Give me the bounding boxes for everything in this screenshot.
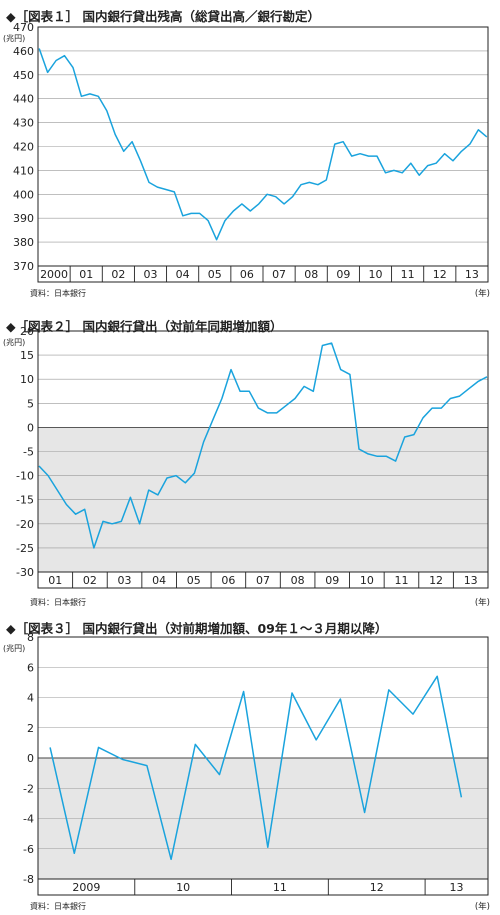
chart3-year-unit: (年) bbox=[474, 902, 490, 912]
y-tick-label: 470 bbox=[13, 21, 34, 34]
y-tick-label: 430 bbox=[13, 117, 34, 130]
chart2-year-unit: (年) bbox=[474, 598, 490, 608]
x-axis-band bbox=[37, 571, 489, 589]
x-tick-label: 13 bbox=[465, 268, 479, 281]
y-tick-label: 8 bbox=[27, 631, 34, 644]
x-tick-label: 2009 bbox=[72, 881, 100, 894]
x-tick-label: 10 bbox=[176, 881, 190, 894]
x-tick-label: 06 bbox=[221, 574, 235, 587]
x-tick-label: 11 bbox=[273, 881, 287, 894]
x-tick-label: 13 bbox=[464, 574, 478, 587]
y-tick-label: 4 bbox=[27, 692, 34, 705]
series-line bbox=[49, 675, 463, 861]
y-tick-label: 10 bbox=[20, 373, 34, 386]
y-tick-label: -20 bbox=[16, 518, 34, 531]
x-tick-label: 2000 bbox=[40, 268, 68, 281]
y-tick-label: 390 bbox=[13, 212, 34, 225]
x-tick-label: 04 bbox=[176, 268, 190, 281]
x-tick-label: 02 bbox=[83, 574, 97, 587]
y-tick-label: 2 bbox=[27, 722, 34, 735]
chart2-source: 資料：日本銀行 bbox=[30, 598, 86, 607]
y-tick-label: 410 bbox=[13, 164, 34, 177]
x-tick-label: 03 bbox=[144, 268, 158, 281]
x-tick-label: 05 bbox=[208, 268, 222, 281]
y-tick-label: 440 bbox=[13, 93, 34, 106]
y-tick-label: 20 bbox=[20, 325, 34, 338]
x-tick-label: 11 bbox=[394, 574, 408, 587]
series-line bbox=[38, 48, 488, 241]
y-tick-label: 400 bbox=[13, 188, 34, 201]
x-tick-label: 09 bbox=[336, 268, 350, 281]
y-tick-label: 15 bbox=[20, 349, 34, 362]
y-tick-label: 370 bbox=[13, 260, 34, 273]
y-tick-label: 6 bbox=[27, 661, 34, 674]
x-tick-label: 05 bbox=[187, 574, 201, 587]
chart1-source: 資料：日本銀行 bbox=[30, 289, 86, 298]
x-tick-label: 02 bbox=[111, 268, 125, 281]
chart3-title: ◆［図表３］ 国内銀行貸出（対前期増加額、09年１〜３月期以降） bbox=[6, 621, 388, 636]
y-tick-label: 460 bbox=[13, 45, 34, 58]
y-unit-label: (兆円) bbox=[3, 643, 25, 653]
y-tick-label: -25 bbox=[16, 542, 34, 555]
x-tick-label: 11 bbox=[401, 268, 415, 281]
y-tick-label: 450 bbox=[13, 69, 34, 82]
y-tick-label: -2 bbox=[23, 782, 34, 795]
chart3-source: 資料：日本銀行 bbox=[30, 902, 86, 911]
y-unit-label: (兆円) bbox=[3, 337, 25, 347]
x-tick-label: 07 bbox=[272, 268, 286, 281]
x-tick-label: 01 bbox=[79, 268, 93, 281]
x-tick-label: 07 bbox=[256, 574, 270, 587]
y-tick-label: -5 bbox=[23, 446, 34, 459]
x-tick-label: 04 bbox=[152, 574, 166, 587]
y-tick-label: 420 bbox=[13, 141, 34, 154]
series-line bbox=[38, 342, 488, 549]
chart2-title: ◆［図表２］ 国内銀行貸出（対前年同期増加額） bbox=[6, 319, 283, 334]
y-tick-label: 0 bbox=[27, 752, 34, 765]
x-axis-band bbox=[37, 878, 489, 896]
chart1-year-unit: (年) bbox=[474, 289, 490, 299]
chart1-title: ◆［図表１］ 国内銀行貸出残高（総貸出高／銀行勘定） bbox=[6, 9, 320, 24]
x-tick-label: 12 bbox=[370, 881, 384, 894]
y-tick-label: -8 bbox=[23, 873, 34, 886]
x-tick-label: 09 bbox=[325, 574, 339, 587]
y-tick-label: -15 bbox=[16, 494, 34, 507]
x-tick-label: 01 bbox=[48, 574, 62, 587]
y-tick-label: 380 bbox=[13, 236, 34, 249]
x-tick-label: 13 bbox=[450, 881, 464, 894]
x-tick-label: 10 bbox=[360, 574, 374, 587]
y-tick-label: -10 bbox=[16, 470, 34, 483]
chart1-svg: 370 380 390 400 410 420 430 440 450 460 470(兆円) 200… bbox=[3, 21, 489, 283]
x-tick-label: 12 bbox=[433, 268, 447, 281]
x-tick-label: 08 bbox=[291, 574, 305, 587]
x-tick-label: 10 bbox=[369, 268, 383, 281]
x-tick-label: 08 bbox=[304, 268, 318, 281]
x-tick-label: 03 bbox=[118, 574, 132, 587]
y-tick-label: -4 bbox=[23, 813, 34, 826]
y-tick-label: -6 bbox=[23, 843, 34, 856]
y-tick-label: 0 bbox=[27, 421, 34, 434]
y-unit-label: (兆円) bbox=[3, 33, 25, 43]
y-tick-label: 5 bbox=[27, 397, 34, 410]
y-tick-label: -30 bbox=[16, 566, 34, 579]
x-tick-label: 12 bbox=[429, 574, 443, 587]
x-tick-label: 06 bbox=[240, 268, 254, 281]
